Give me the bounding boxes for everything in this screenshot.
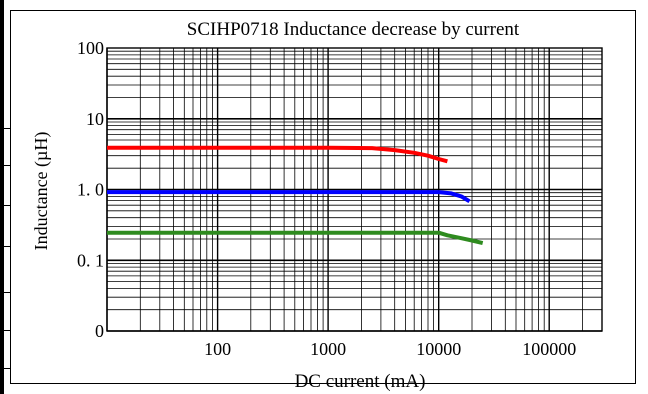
series-line-2 [107, 190, 471, 204]
series-line-3 [107, 230, 484, 246]
y-tick-label: 10 [86, 109, 104, 129]
left-border-tick [4, 292, 10, 293]
grid [106, 47, 603, 332]
y-tick-label: 0. 1 [77, 250, 104, 270]
y-tick-labels: 100 10 1. 0 0. 1 0 [77, 38, 104, 341]
y-tick-label: 1. 0 [77, 180, 104, 200]
left-border-rule [0, 0, 4, 394]
series-group [107, 145, 484, 246]
left-border-tick [4, 165, 10, 166]
x-tick-label: 10000 [416, 339, 461, 359]
y-axis-label: Inductance (µH) [31, 132, 52, 251]
left-border-tick [4, 205, 10, 206]
y-tick-label: 0 [95, 321, 104, 341]
x-tick-labels: 100 1000 10000 100000 [204, 339, 576, 359]
left-border-tick [4, 330, 10, 331]
left-border-tick [4, 128, 10, 129]
x-tick-label: 1000 [310, 339, 346, 359]
plot-area-border [106, 47, 603, 332]
chart-title: SCIHP0718 Inductance decrease by current [187, 19, 520, 40]
series-line-1 [107, 145, 448, 164]
x-tick-label: 100000 [522, 339, 576, 359]
x-axis-label: DC current (mA) [295, 371, 426, 392]
left-border-tick [4, 368, 10, 369]
y-tick-label: 100 [77, 38, 104, 58]
left-border-tick [4, 246, 10, 247]
x-tick-label: 100 [204, 339, 231, 359]
